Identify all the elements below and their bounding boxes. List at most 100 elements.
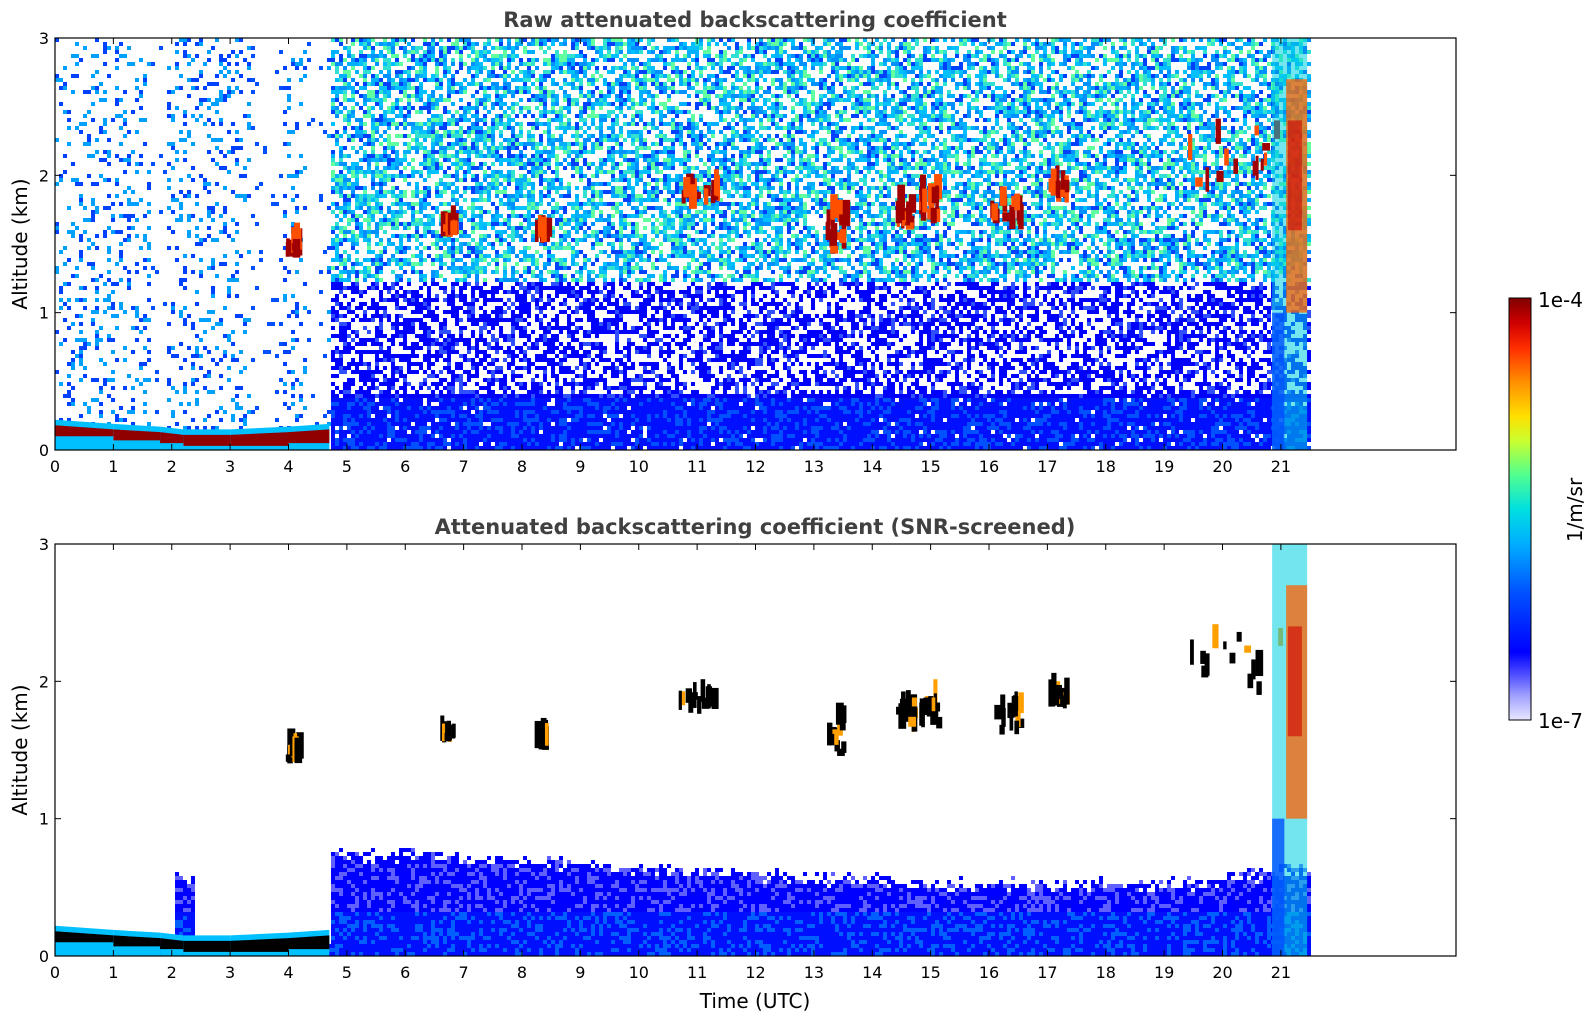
heat-cell bbox=[339, 422, 343, 426]
heat-cell bbox=[211, 138, 215, 142]
heat-cell bbox=[383, 62, 387, 66]
heat-cell bbox=[351, 170, 355, 174]
heat-cell bbox=[171, 210, 175, 214]
heat-cell bbox=[207, 118, 211, 122]
heat-cell bbox=[371, 386, 375, 390]
heat-cell bbox=[183, 306, 187, 310]
heat-cell bbox=[431, 422, 435, 426]
heat-cell bbox=[411, 326, 415, 330]
heat-cell bbox=[319, 270, 323, 274]
heat-cell bbox=[331, 326, 335, 330]
heat-cell bbox=[423, 438, 427, 442]
heat-cell bbox=[403, 322, 407, 326]
heat-cell bbox=[431, 166, 435, 170]
heat-cell bbox=[279, 86, 283, 90]
heat-cell bbox=[359, 166, 363, 170]
heat-cell bbox=[375, 42, 379, 46]
heat-cell bbox=[347, 390, 351, 394]
heat-cell bbox=[411, 122, 415, 126]
heat-cell bbox=[423, 222, 427, 226]
heat-cell bbox=[411, 330, 415, 334]
heat-cell bbox=[383, 306, 387, 310]
heat-cell bbox=[95, 378, 99, 382]
heat-cell bbox=[79, 378, 83, 382]
heat-cell bbox=[103, 298, 107, 302]
heat-cell bbox=[379, 294, 383, 298]
heat-cell bbox=[363, 62, 367, 66]
heat-cell bbox=[207, 150, 211, 154]
heat-cell bbox=[375, 378, 379, 382]
heat-cell bbox=[431, 434, 435, 438]
heat-cell bbox=[207, 318, 211, 322]
heat-cell bbox=[379, 402, 383, 406]
heat-cell bbox=[335, 398, 339, 402]
heat-cell bbox=[351, 358, 355, 362]
heat-cell bbox=[167, 226, 171, 230]
heat-cell bbox=[419, 66, 423, 70]
heat-cell bbox=[227, 54, 231, 58]
heat-cell bbox=[407, 202, 411, 206]
heat-cell bbox=[355, 402, 359, 406]
heat-cell bbox=[343, 78, 347, 82]
heat-cell bbox=[411, 66, 415, 70]
heat-cell bbox=[355, 202, 359, 206]
heat-cell bbox=[379, 250, 383, 254]
heat-cell bbox=[335, 62, 339, 66]
heat-cell bbox=[383, 54, 387, 58]
heat-cell bbox=[363, 270, 367, 274]
heat-cell bbox=[431, 370, 435, 374]
heat-cell bbox=[339, 306, 343, 310]
heat-cell bbox=[83, 218, 87, 222]
heat-cell bbox=[127, 374, 131, 378]
heat-cell bbox=[407, 282, 411, 286]
heat-cell bbox=[395, 42, 399, 46]
heat-cell bbox=[235, 54, 239, 58]
heat-cell bbox=[367, 54, 371, 58]
heat-cell bbox=[103, 234, 107, 238]
heat-cell bbox=[399, 442, 403, 446]
heat-cell bbox=[379, 342, 383, 346]
heat-cell bbox=[387, 290, 391, 294]
heat-cell bbox=[383, 350, 387, 354]
heat-cell bbox=[95, 210, 99, 214]
heat-cell bbox=[395, 418, 399, 422]
heat-cell bbox=[403, 94, 407, 98]
heat-cell bbox=[379, 82, 383, 86]
heat-cell bbox=[223, 354, 227, 358]
heat-cell bbox=[359, 378, 363, 382]
heat-cell bbox=[423, 166, 427, 170]
heat-cell bbox=[251, 306, 255, 310]
heat-cell bbox=[375, 62, 379, 66]
heat-cell bbox=[395, 398, 399, 402]
heat-cell bbox=[363, 102, 367, 106]
heat-cell bbox=[399, 82, 403, 86]
heat-cell bbox=[299, 102, 303, 106]
heat-cell bbox=[359, 74, 363, 78]
heat-cell bbox=[75, 42, 79, 46]
heat-cell bbox=[431, 170, 435, 174]
heat-cell bbox=[411, 50, 415, 54]
heat-cell bbox=[391, 174, 395, 178]
heat-cell bbox=[375, 102, 379, 106]
heat-cell bbox=[327, 338, 331, 342]
heat-cell bbox=[343, 422, 347, 426]
heat-cell bbox=[431, 242, 435, 246]
heat-cell bbox=[235, 130, 239, 134]
heat-cell bbox=[291, 370, 295, 374]
heat-cell bbox=[71, 402, 75, 406]
heat-cell bbox=[375, 410, 379, 414]
heat-cell bbox=[183, 322, 187, 326]
heat-cell bbox=[423, 226, 427, 230]
heat-cell bbox=[383, 42, 387, 46]
heat-cell bbox=[255, 286, 259, 290]
heat-cell bbox=[415, 302, 419, 306]
heat-cell bbox=[291, 174, 295, 178]
heat-cell bbox=[363, 194, 367, 198]
heat-cell bbox=[383, 138, 387, 142]
heat-cell bbox=[135, 86, 139, 90]
heat-cell bbox=[143, 402, 147, 406]
heat-cell bbox=[71, 362, 75, 366]
heat-cell bbox=[395, 262, 399, 266]
heat-cell bbox=[427, 162, 431, 166]
heat-cell bbox=[391, 118, 395, 122]
